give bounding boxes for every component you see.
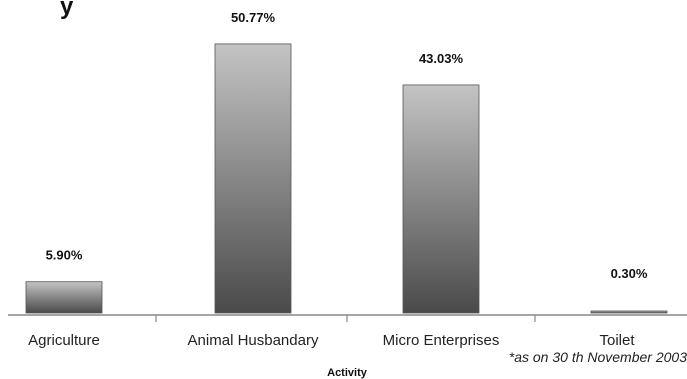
x-axis-tick-labels: Agriculture Animal Husbandary Micro Enterp… [28, 332, 635, 349]
x-axis-title: Activity [327, 367, 368, 379]
x-axis-ticks [155, 315, 536, 322]
x-tick-label: Animal Husbandary [188, 332, 319, 349]
data-labels-layer: 5.90% 50.77% 43.03% 0.30% [46, 10, 648, 281]
chart-title-fragment: y [60, 0, 74, 20]
bar-toilet [590, 310, 668, 314]
data-label: 50.77% [231, 10, 276, 25]
data-label: 5.90% [46, 248, 83, 263]
x-tick-label: Toilet [599, 332, 635, 349]
bar-agriculture [25, 281, 103, 314]
footnote: *as on 30 th November 2003 [509, 349, 687, 365]
bar-animal-husbandary [214, 43, 292, 314]
bars-layer [25, 43, 668, 314]
data-label: 43.03% [419, 51, 464, 66]
x-tick-label: Micro Enterprises [383, 332, 500, 349]
bar-micro-enterprises [402, 84, 480, 314]
x-tick-label: Agriculture [28, 332, 100, 349]
data-label: 0.30% [611, 266, 648, 281]
